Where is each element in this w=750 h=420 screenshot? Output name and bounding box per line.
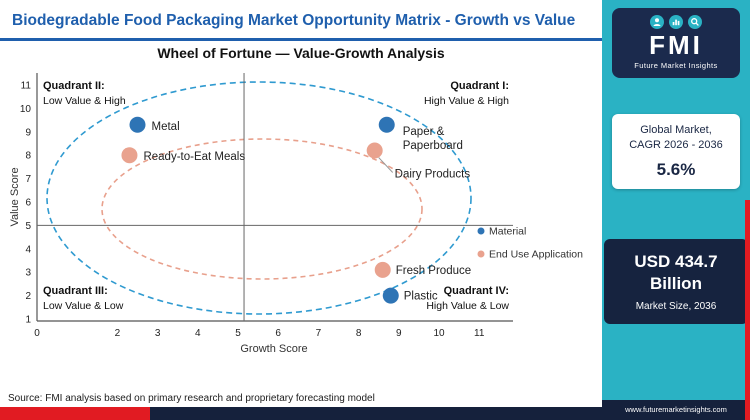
legend-label: End Use Application — [489, 249, 583, 261]
quadrant-3-name: Quadrant III: — [43, 285, 108, 297]
cagr-value: 5.6% — [656, 159, 696, 179]
data-point-label: Paper & Paperboard — [403, 126, 463, 152]
quadrant-4-name: Quadrant IV: — [444, 285, 509, 297]
logo-text: FMI — [649, 30, 703, 60]
quadrant-3-desc: Low Value & Low — [43, 300, 124, 312]
cagr-line2: CAGR 2026 - 2036 — [629, 139, 723, 152]
sidebar: FMI Future Market Insights Global Market… — [602, 0, 750, 420]
quadrant-4-desc: High Value & Low — [426, 300, 509, 312]
x-tick: 3 — [155, 328, 161, 339]
quadrant-1-desc: High Value & High — [424, 95, 509, 107]
chart-area: Growth Score Value Score Quadrant II: Lo… — [0, 61, 602, 360]
chart-title: Wheel of Fortune — Value-Growth Analysis — [157, 45, 445, 62]
fmi-logo: FMI Future Market Insights — [612, 8, 740, 79]
x-tick: 11 — [474, 328, 485, 339]
cagr-line1: Global Market, — [640, 124, 712, 137]
logo-icons — [612, 15, 740, 29]
scatter-plot: Growth Score Value Score Quadrant II: Lo… — [9, 73, 583, 355]
header: Biodegradable Food Packaging Market Oppo… — [0, 0, 602, 42]
page-title: Biodegradable Food Packaging Market Oppo… — [12, 12, 576, 29]
y-tick: 8 — [25, 151, 31, 162]
x-tick: 2 — [115, 328, 121, 339]
y-tick: 11 — [21, 81, 32, 92]
y-tick: 3 — [25, 268, 31, 279]
main-panel: Biodegradable Food Packaging Market Oppo… — [0, 0, 602, 420]
y-axis-label: Value Score — [9, 168, 21, 227]
source-note: Source: FMI analysis based on primary re… — [8, 393, 375, 404]
legend-swatch — [477, 227, 485, 235]
chart-icon — [669, 15, 683, 29]
legend-label: Material — [489, 226, 526, 238]
cagr-card: Global Market, CAGR 2026 - 2036 5.6% — [612, 114, 740, 189]
data-point-label: Ready-to-Eat Meals — [143, 152, 245, 164]
y-tick: 9 — [25, 128, 31, 139]
end-use-group-ellipse — [101, 138, 423, 281]
x-axis-label: Growth Score — [240, 343, 307, 355]
data-point — [129, 117, 146, 134]
data-point-label: Fresh Produce — [396, 265, 471, 277]
x-tick: 8 — [356, 328, 362, 339]
data-point — [121, 147, 138, 164]
data-point-label: Metal — [152, 121, 180, 133]
x-tick: 5 — [235, 328, 241, 339]
magnifier-icon — [688, 15, 702, 29]
market-size-value: USD 434.7 Billion — [634, 251, 718, 294]
y-tick: 4 — [25, 245, 31, 256]
data-point — [366, 142, 383, 159]
data-point — [378, 117, 395, 134]
market-size-card: USD 434.7 Billion Market Size, 2036 — [604, 238, 748, 325]
legend-swatch — [477, 250, 485, 258]
footer-url: www.futuremarketinsights.com — [602, 400, 750, 420]
bottom-bar — [0, 407, 602, 420]
data-point — [382, 288, 399, 305]
data-point-label: Dairy Products — [395, 169, 471, 181]
quadrant-1-name: Quadrant I: — [450, 80, 509, 92]
data-point-label: Plastic — [404, 291, 438, 303]
y-tick: 10 — [20, 104, 32, 115]
market-size-label: Market Size, 2036 — [635, 301, 717, 313]
bottom-bar-navy — [150, 407, 602, 420]
quadrant-2-name: Quadrant II: — [43, 80, 105, 92]
x-tick: 10 — [433, 328, 445, 339]
x-tick: 0 — [34, 328, 40, 339]
right-red-accent — [745, 200, 750, 420]
x-tick: 4 — [195, 328, 201, 339]
data-point — [374, 262, 391, 279]
x-tick: 7 — [316, 328, 322, 339]
bottom-bar-red-accent — [0, 407, 150, 420]
y-tick: 2 — [25, 292, 31, 303]
material-group-ellipse — [46, 81, 472, 316]
y-tick: 5 — [25, 221, 31, 232]
x-tick: 6 — [275, 328, 281, 339]
logo-subtext: Future Market Insights — [634, 61, 718, 71]
person-icon — [650, 15, 664, 29]
y-tick: 7 — [25, 175, 31, 186]
quadrant-2-desc: Low Value & High — [43, 95, 126, 107]
y-tick: 1 — [25, 315, 31, 326]
label-leader-line — [378, 157, 394, 174]
x-tick: 9 — [396, 328, 402, 339]
y-tick: 6 — [25, 198, 31, 209]
